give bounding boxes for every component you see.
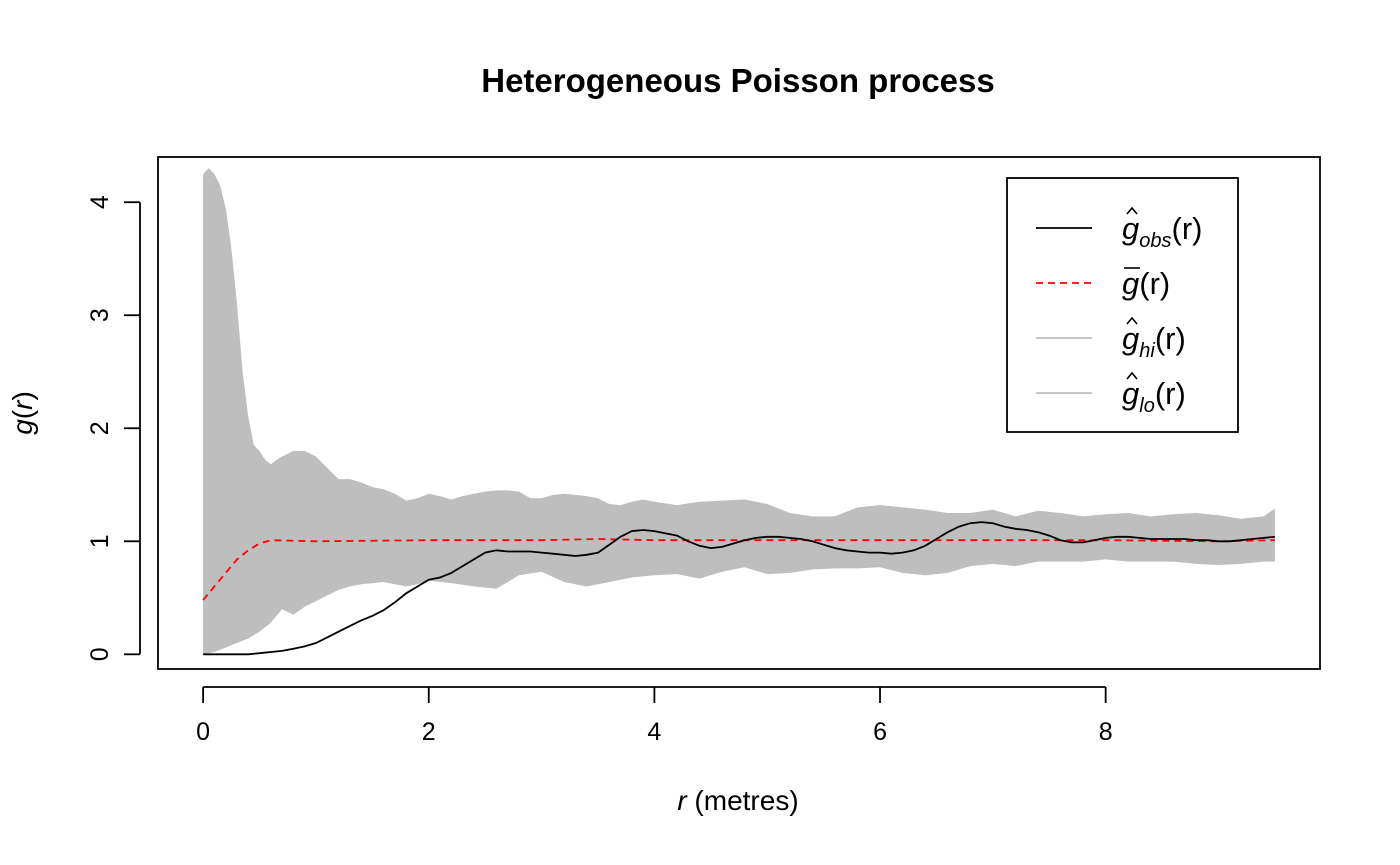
series-mean-line — [202, 538, 1275, 601]
x-axis-label-unit: (metres) — [687, 785, 799, 816]
y-tick-label: 1 — [86, 534, 114, 548]
legend-label: g(r) — [1122, 266, 1170, 301]
chart-title: Heterogeneous Poisson process — [481, 62, 994, 99]
x-axis: 0 2 4 6 8 — [196, 686, 1113, 746]
legend-label: ghi(r) — [1122, 321, 1186, 362]
legend-label-arg: (r) — [1139, 266, 1170, 301]
x-tick-label: 2 — [422, 718, 436, 746]
y-tick-label: 3 — [86, 308, 114, 322]
x-tick-label: 0 — [196, 718, 210, 746]
x-axis-label: r (metres) — [677, 785, 798, 816]
legend-label-sub: obs — [1139, 230, 1171, 252]
legend-label-sub: hi — [1139, 340, 1155, 362]
legend-item-mean: g(r) — [1036, 266, 1170, 301]
legend-label-base: g — [1122, 211, 1139, 246]
y-tick-label: 0 — [86, 647, 114, 661]
legend-label: gobs(r) — [1122, 211, 1202, 252]
legend-item-obs: gobs(r) — [1036, 206, 1202, 252]
y-tick-label: 2 — [86, 421, 114, 435]
plot-frame — [157, 156, 1321, 670]
legend-label-base: g — [1122, 321, 1139, 356]
legend-label-base: g — [1122, 376, 1139, 411]
envelope-band — [203, 168, 1275, 655]
series-obs-line — [203, 521, 1275, 656]
y-axis: 0 1 2 3 4 — [86, 195, 141, 661]
legend-label-base: g — [1122, 266, 1139, 301]
legend-label-arg: (r) — [1155, 376, 1186, 411]
legend-label-arg: (r) — [1155, 321, 1186, 356]
plot-area — [202, 168, 1275, 656]
x-tick-label: 6 — [873, 718, 887, 746]
y-axis-label-close: ) — [7, 391, 38, 400]
y-axis-label: g(r) — [7, 391, 38, 435]
x-tick-label: 8 — [1099, 718, 1113, 746]
legend-label-sub: lo — [1139, 395, 1155, 417]
hat-accent — [1126, 206, 1138, 215]
legend-box — [1006, 177, 1239, 433]
legend-item-lo: glo(r) — [1036, 371, 1186, 417]
hat-accent — [1126, 371, 1138, 380]
x-axis-label-var: r — [677, 785, 688, 816]
legend-label-arg: (r) — [1172, 211, 1203, 246]
x-tick-label: 4 — [647, 718, 661, 746]
hat-accent — [1126, 316, 1138, 325]
legend: gobs(r)g(r)ghi(r)glo(r) — [1006, 177, 1239, 433]
legend-label: glo(r) — [1122, 376, 1186, 417]
y-axis-label-fn: g — [7, 419, 38, 435]
y-tick-label: 4 — [86, 195, 114, 209]
legend-item-hi: ghi(r) — [1036, 316, 1186, 362]
y-axis-label-open: ( — [7, 409, 38, 419]
y-axis-label-var: r — [7, 399, 38, 410]
